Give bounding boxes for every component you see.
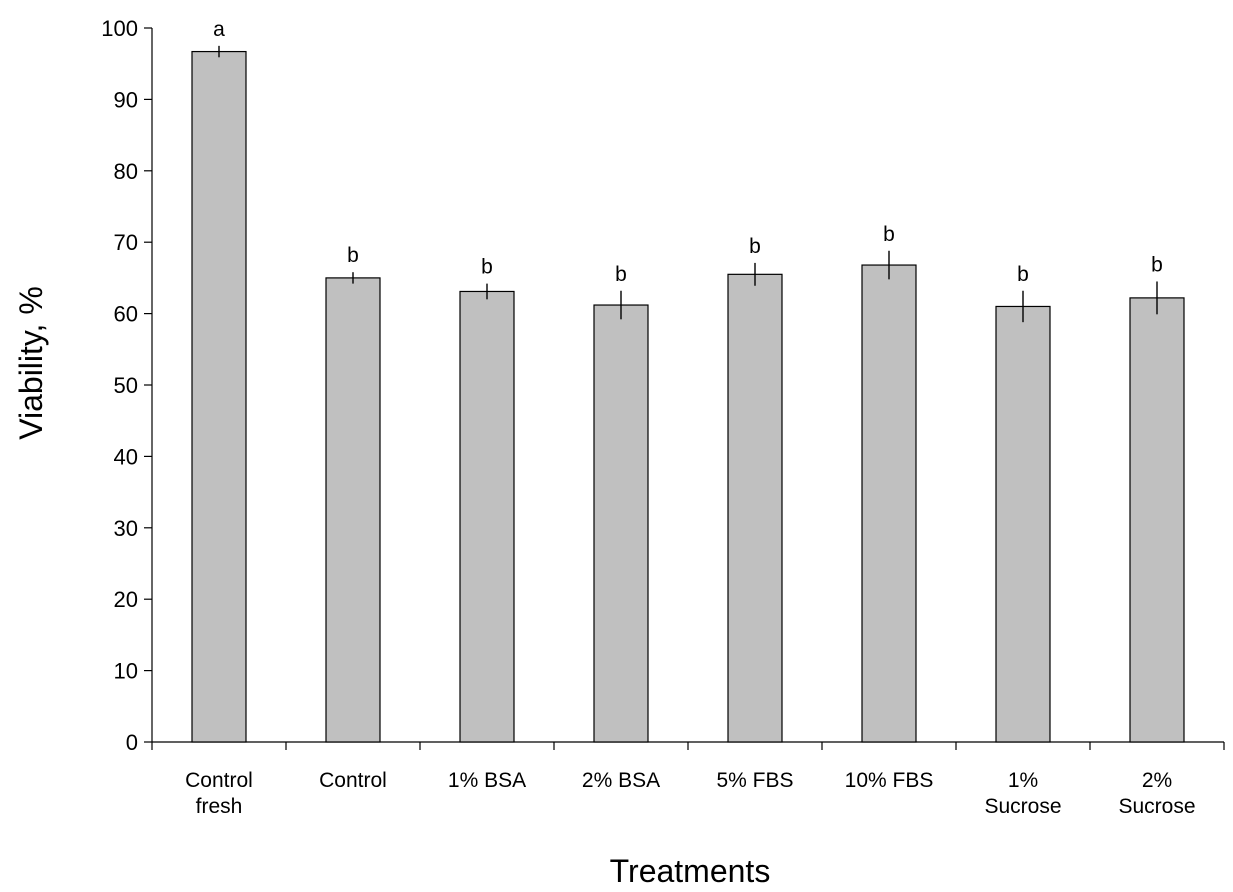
y-tick-label: 30 xyxy=(114,516,138,541)
y-tick-label: 90 xyxy=(114,87,138,112)
category-label: 5% FBS xyxy=(716,769,793,792)
y-tick-label: 80 xyxy=(114,159,138,184)
bar xyxy=(593,304,649,743)
bar xyxy=(325,277,381,743)
y-tick-label: 40 xyxy=(114,444,138,469)
category-label-line: Sucrose xyxy=(984,795,1061,818)
category-label: 1% Sucrose xyxy=(984,769,1061,818)
x-axis-title: Treatments xyxy=(610,853,771,889)
y-axis-title: Viability, % xyxy=(13,286,49,440)
category-label: 10% FBS xyxy=(845,769,934,792)
category-label-line: fresh xyxy=(196,795,243,818)
category-label-line: 1% xyxy=(1008,769,1038,792)
category-label: Control fresh xyxy=(185,769,253,818)
bar xyxy=(1129,297,1185,743)
y-tick-label: 100 xyxy=(101,16,138,41)
category-label: 1% BSA xyxy=(448,769,526,792)
bars xyxy=(191,45,1185,743)
y-tick-label: 60 xyxy=(114,302,138,327)
category-label-line: Sucrose xyxy=(1118,795,1195,818)
significance-label: b xyxy=(883,223,895,246)
category-label: Control xyxy=(319,769,387,792)
y-tick-label: 50 xyxy=(114,373,138,398)
significance-label: b xyxy=(481,256,493,279)
category-label-line: Control xyxy=(185,769,253,792)
significance-label: b xyxy=(749,235,761,258)
category-label-line: 1% BSA xyxy=(448,769,526,792)
y-tick-label: 0 xyxy=(126,730,138,755)
significance-label: b xyxy=(1017,263,1029,286)
category-label: 2% Sucrose xyxy=(1118,769,1195,818)
significance-label: b xyxy=(1151,253,1163,276)
bar xyxy=(191,50,247,743)
bar xyxy=(459,290,515,743)
category-label-line: 10% FBS xyxy=(845,769,934,792)
bar xyxy=(861,264,917,743)
category-label-line: 5% FBS xyxy=(716,769,793,792)
category-label-line: 2% xyxy=(1142,769,1172,792)
bar xyxy=(995,305,1051,743)
significance-label: b xyxy=(347,244,359,267)
category-label-line: Control xyxy=(319,769,387,792)
category-label: 2% BSA xyxy=(582,769,660,792)
significance-label: a xyxy=(213,18,225,41)
bar xyxy=(727,273,783,743)
y-tick-label: 20 xyxy=(114,587,138,612)
labels: a Control fresh b Control b 1% BSA b 2% BSA b 5% F… xyxy=(185,18,1195,818)
y-tick-label: 10 xyxy=(114,659,138,684)
significance-label: b xyxy=(615,263,627,286)
axes: 0 10 20 30 40 50 60 70 80 90 100 xyxy=(101,16,1225,755)
y-tick-label: 70 xyxy=(114,230,138,255)
category-label-line: 2% BSA xyxy=(582,769,660,792)
